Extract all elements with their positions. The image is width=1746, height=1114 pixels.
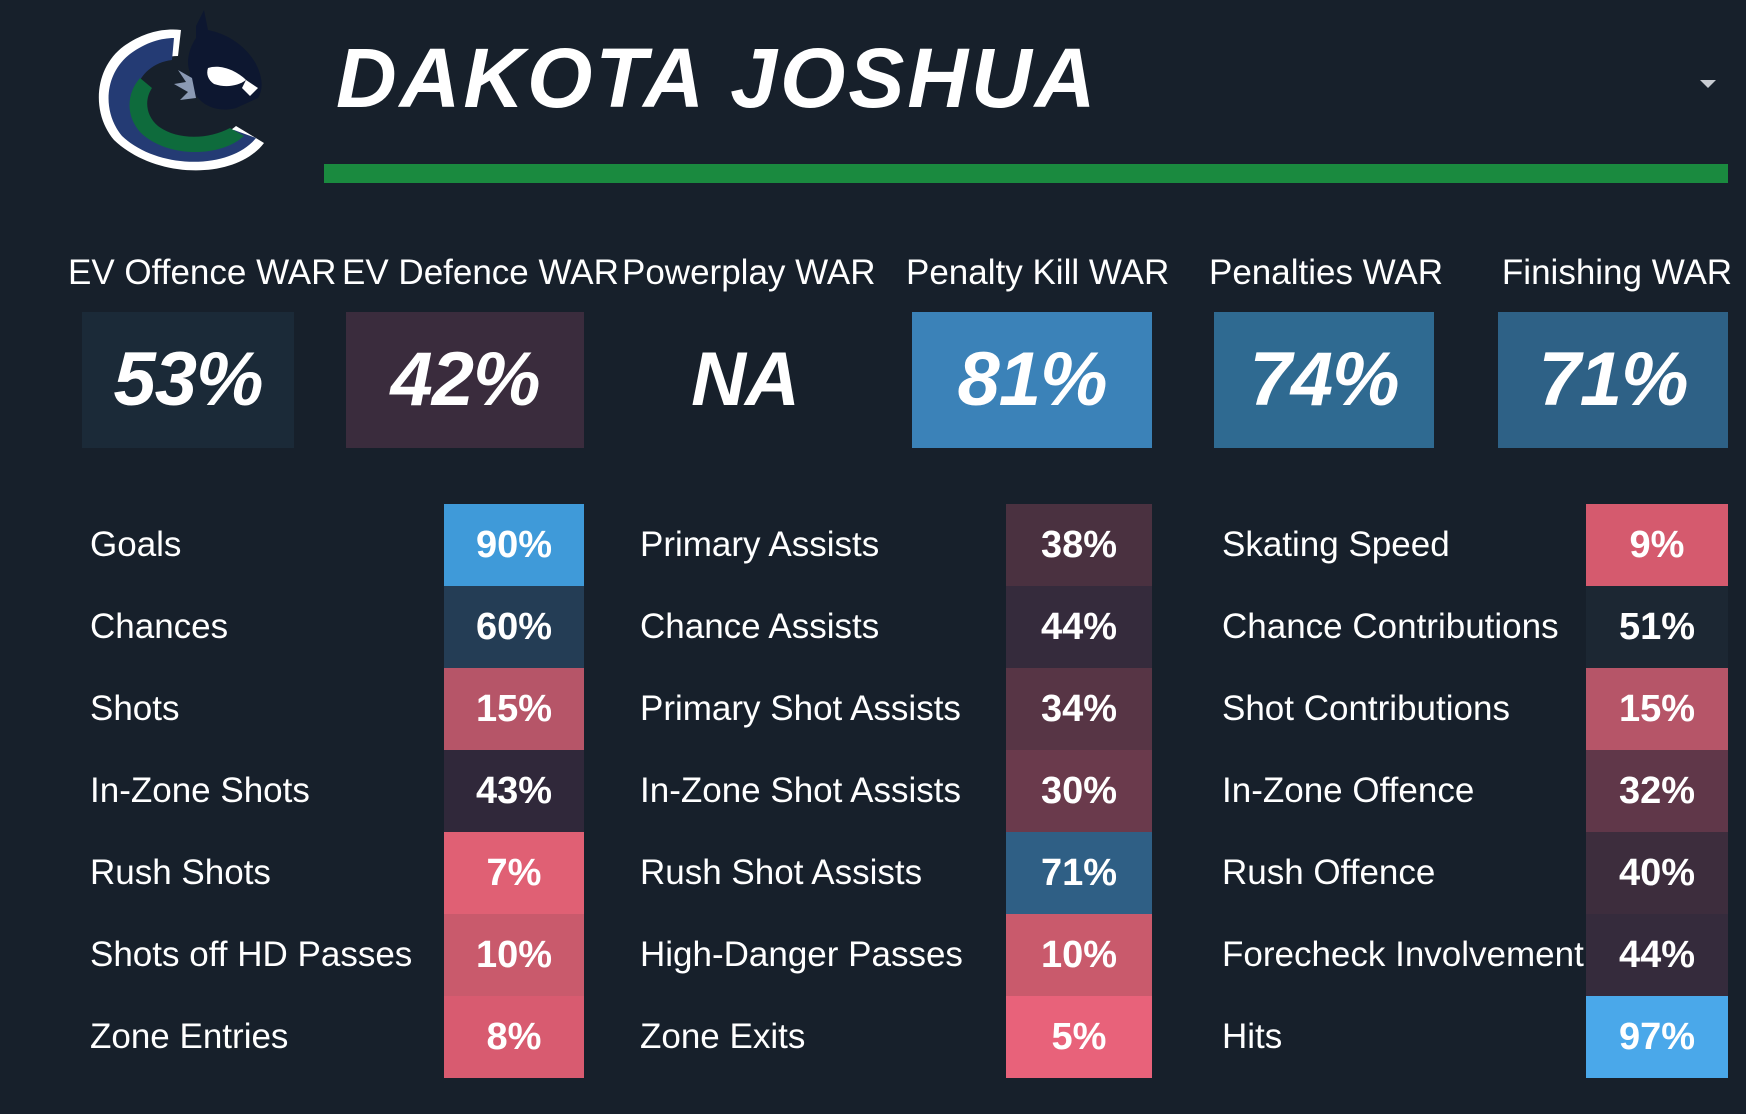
stat-label: In-Zone Shot Assists [640,771,961,810]
stat-label: Zone Entries [90,1017,289,1056]
stat-tile: 51% [1586,586,1728,668]
stat-tile: 15% [1586,668,1728,750]
stat-row-rush-shot-assists: Rush Shot Assists 71% [640,832,1152,914]
stat-label: Shots [90,689,180,728]
stat-tile: 32% [1586,750,1728,832]
stat-tile: 8% [444,996,584,1078]
stat-label: Rush Offence [1222,853,1436,892]
war-label-ev-offence: EV Offence WAR [68,253,337,292]
war-tile-ev-offence: 53% [82,312,294,448]
orca-team-logo-icon [98,10,264,171]
war-tile-penalties: 74% [1214,312,1434,448]
war-tile-powerplay: NA [624,312,866,448]
stat-tile: 15% [444,668,584,750]
stat-tile: 7% [444,832,584,914]
war-tile-penalty-kill: 81% [912,312,1152,448]
war-tile-ev-defence: 42% [346,312,584,448]
stat-tile: 10% [1006,914,1152,996]
stat-label: Shots off HD Passes [90,935,413,974]
stat-tile: 90% [444,504,584,586]
stat-tile: 30% [1006,750,1152,832]
stat-row-primary-shot-assists: Primary Shot Assists 34% [640,668,1152,750]
stat-row-chances: Chances 60% [90,586,584,668]
stat-tile: 40% [1586,832,1728,914]
stat-label: In-Zone Shots [90,771,310,810]
stat-label: High-Danger Passes [640,935,963,974]
war-label-powerplay: Powerplay WAR [622,253,876,292]
war-tile-finishing: 71% [1498,312,1728,448]
stat-row-shot-contributions: Shot Contributions 15% [1222,668,1728,750]
stat-tile: 43% [444,750,584,832]
stat-label: Zone Exits [640,1017,806,1056]
stat-row-high-danger-passes: High-Danger Passes 10% [640,914,1152,996]
war-label-penalties: Penalties WAR [1208,253,1444,292]
stat-label: Chances [90,607,229,646]
stat-tile: 44% [1006,586,1152,668]
stat-row-forecheck-involvement: Forecheck Involvement 44% [1222,914,1728,996]
stat-tile: 5% [1006,996,1152,1078]
stat-row-primary-assists: Primary Assists 38% [640,504,1152,586]
war-label-ev-defence: EV Defence WAR [342,253,619,292]
stat-label: Primary Shot Assists [640,689,961,728]
stat-label: Rush Shots [90,853,271,892]
stat-tile: 10% [444,914,584,996]
stat-row-hits: Hits 97% [1222,996,1728,1078]
war-label-penalty-kill: Penalty Kill WAR [906,253,1170,292]
stat-label: Hits [1222,1017,1283,1056]
stat-row-in-zone-offence: In-Zone Offence 32% [1222,750,1728,832]
stat-label: Chance Assists [640,607,880,646]
stat-row-in-zone-shots: In-Zone Shots 43% [90,750,584,832]
stat-tile: 60% [444,586,584,668]
stat-tile: 44% [1586,914,1728,996]
stat-label: Rush Shot Assists [640,853,923,892]
stat-label: Chance Contributions [1222,607,1559,646]
stat-row-goals: Goals 90% [90,504,584,586]
stat-label: Primary Assists [640,525,880,564]
stat-label: Forecheck Involvement [1222,935,1584,974]
stat-label: Goals [90,525,182,564]
stat-row-rush-shots: Rush Shots 7% [90,832,584,914]
stat-row-in-zone-shot-assists: In-Zone Shot Assists 30% [640,750,1152,832]
stat-row-rush-offence: Rush Offence 40% [1222,832,1728,914]
accent-bar [324,164,1728,183]
stat-label: In-Zone Offence [1222,771,1475,810]
stat-tile: 34% [1006,668,1152,750]
stat-row-shots: Shots 15% [90,668,584,750]
caret-down-icon[interactable] [1700,80,1716,88]
stat-row-chance-assists: Chance Assists 44% [640,586,1152,668]
stat-tile: 97% [1586,996,1728,1078]
player-name: DAKOTA JOSHUA [336,31,1099,125]
stat-tile: 71% [1006,832,1152,914]
stat-row-chance-contributions: Chance Contributions 51% [1222,586,1728,668]
team-logo [96,8,281,184]
stat-row-zone-entries: Zone Entries 8% [90,996,584,1078]
stat-row-skating-speed: Skating Speed 9% [1222,504,1728,586]
war-label-finishing: Finishing WAR [1501,253,1733,292]
stat-row-shots-off-hd-passes: Shots off HD Passes 10% [90,914,584,996]
stat-row-zone-exits: Zone Exits 5% [640,996,1152,1078]
stat-tile: 38% [1006,504,1152,586]
stat-label: Skating Speed [1222,525,1450,564]
stat-tile: 9% [1586,504,1728,586]
stat-label: Shot Contributions [1222,689,1510,728]
